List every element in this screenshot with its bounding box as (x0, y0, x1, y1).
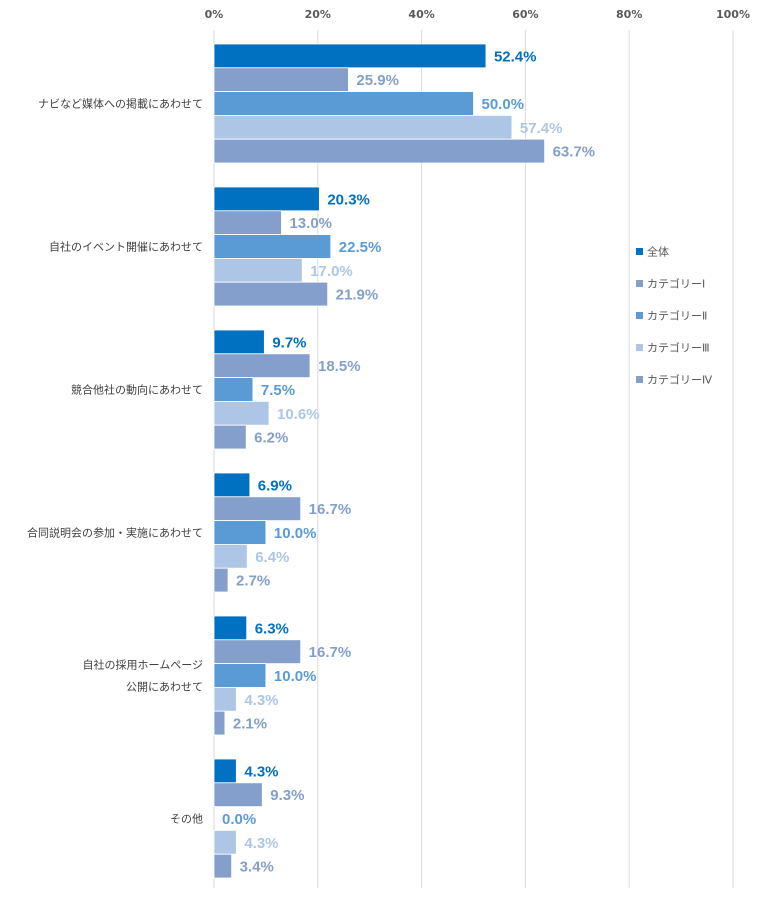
bar (213, 424, 247, 450)
bar (213, 853, 233, 879)
data-label: 18.5% (318, 358, 361, 375)
data-label: 2.1% (233, 716, 267, 733)
data-label: 9.7% (272, 334, 306, 351)
category-label: 自社のイベント開催にあわせて (49, 240, 203, 254)
bar (213, 138, 546, 164)
category-label: 自社の採用ホームページ (83, 658, 203, 672)
bar (213, 210, 282, 236)
x-tick-label: 100% (716, 8, 750, 21)
data-label: 6.9% (258, 477, 292, 494)
data-label: 10.0% (274, 525, 317, 542)
data-label: 6.3% (255, 620, 289, 637)
bar (213, 43, 487, 69)
x-tick-label: 80% (616, 8, 642, 21)
data-label: 63.7% (553, 144, 596, 161)
data-label: 17.0% (310, 263, 353, 280)
bar (213, 544, 248, 569)
data-label: 57.4% (520, 120, 563, 137)
legend-swatch (636, 248, 643, 255)
bar (213, 377, 254, 402)
bar (213, 67, 349, 93)
data-label: 10.6% (277, 406, 320, 423)
x-tick-label: 20% (305, 8, 331, 21)
bar (213, 281, 329, 307)
category-label: 合同説明会の参加・実施にあわせて (27, 526, 203, 540)
bar (213, 329, 265, 355)
data-label: 3.4% (240, 859, 274, 876)
category-label: 公開にあわせて (126, 681, 203, 694)
data-label: 16.7% (309, 501, 352, 518)
bar (213, 496, 302, 521)
data-label: 20.3% (327, 191, 370, 208)
legend-swatch (636, 376, 643, 383)
x-tick-label: 60% (512, 8, 538, 21)
bar (213, 115, 513, 140)
bar (213, 782, 263, 807)
data-label: 4.3% (244, 763, 278, 780)
bar (213, 615, 248, 641)
data-label: 25.9% (356, 72, 399, 89)
bar (213, 567, 229, 593)
legend-label: カテゴリーⅡ (647, 309, 707, 323)
bar (213, 257, 303, 283)
legend-swatch (636, 280, 643, 287)
data-label: 21.9% (336, 287, 379, 304)
data-label: 10.0% (274, 668, 317, 685)
data-label: 0.0% (222, 811, 256, 828)
data-label: 13.0% (289, 215, 332, 232)
bar (213, 91, 474, 116)
bar (213, 234, 332, 259)
data-label: 4.3% (244, 835, 278, 852)
bar (213, 400, 270, 426)
bar (213, 663, 267, 688)
data-label: 22.5% (339, 239, 382, 256)
bar (213, 758, 237, 784)
x-tick-label: 40% (408, 8, 434, 21)
legend-label: カテゴリーⅠ (647, 277, 705, 291)
legend-swatch (636, 344, 643, 351)
category-label: その他 (170, 813, 203, 826)
data-label: 52.4% (494, 48, 537, 65)
legend-swatch (636, 312, 643, 319)
x-tick-label: 0% (205, 8, 224, 21)
legend-label: カテゴリーⅣ (647, 373, 713, 387)
data-label: 4.3% (244, 692, 278, 709)
bar (213, 472, 251, 498)
bar (213, 687, 237, 712)
data-label: 9.3% (270, 787, 304, 804)
data-label: 2.7% (236, 573, 270, 590)
data-label: 16.7% (309, 644, 352, 661)
legend-label: 全体 (647, 245, 669, 259)
bar (213, 353, 311, 378)
data-label: 50.0% (482, 96, 525, 113)
data-label: 7.5% (261, 382, 295, 399)
data-label: 6.2% (254, 430, 288, 447)
legend-label: カテゴリーⅢ (647, 341, 710, 355)
bar (213, 710, 226, 736)
data-label: 6.4% (255, 549, 289, 566)
category-label: ナビなど媒体への掲載にあわせて (38, 97, 203, 111)
bar (213, 830, 237, 855)
category-label: 競合他社の動向にあわせて (71, 383, 203, 397)
bar (213, 639, 302, 664)
bar (213, 186, 320, 212)
bar (213, 520, 267, 545)
